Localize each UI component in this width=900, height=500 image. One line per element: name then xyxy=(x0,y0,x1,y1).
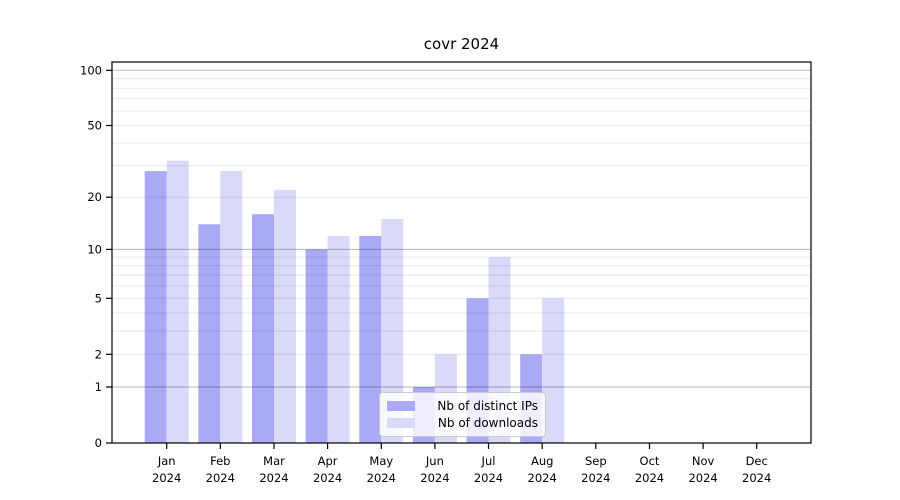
x-tick-label: Jun 2024 xyxy=(420,454,449,485)
y-tick-label: 10 xyxy=(87,242,102,256)
bar-apr-downloads xyxy=(327,235,350,443)
bar-jan-distinct-ips xyxy=(144,171,167,443)
x-tick-label: Feb 2024 xyxy=(206,454,235,485)
x-tick-label: Mar 2024 xyxy=(259,454,288,485)
legend-item-downloads: Nb of downloads xyxy=(387,416,538,430)
x-tick-label: Nov 2024 xyxy=(688,454,717,485)
y-tick-label: 1 xyxy=(95,380,102,394)
x-tick-label: Jul 2024 xyxy=(474,454,503,485)
bar-feb-downloads xyxy=(220,171,243,443)
gridlines xyxy=(112,69,811,388)
x-tick-label: Sep 2024 xyxy=(581,454,610,485)
x-tick-label: Jan 2024 xyxy=(152,454,181,485)
y-tick-label: 0 xyxy=(95,436,102,450)
x-tick-label: Dec 2024 xyxy=(742,454,771,485)
bar-may-distinct-ips xyxy=(359,235,382,443)
x-tick-label: Apr 2024 xyxy=(313,454,342,485)
x-tick-label: Oct 2024 xyxy=(635,454,664,485)
legend-label: Nb of downloads xyxy=(437,416,538,430)
legend-swatch-icon xyxy=(387,401,415,411)
y-tick-label: 2 xyxy=(95,347,102,361)
legend-label: Nb of distinct IPs xyxy=(437,399,538,413)
x-tick-label: Aug 2024 xyxy=(528,454,557,485)
bar-apr-distinct-ips xyxy=(305,249,328,443)
axes: 0 1 2 5 10 20 50 100 Jan 2024 Feb 2024 Mar 2024 Apr 202… xyxy=(80,63,771,485)
legend-swatch-icon xyxy=(387,418,415,428)
bar-jan-downloads xyxy=(166,160,189,443)
bar-mar-downloads xyxy=(274,189,296,443)
chart-title: covr 2024 xyxy=(423,35,500,53)
chart-legend: Nb of distinct IPs Nb of downloads xyxy=(379,392,546,437)
x-tick-label: May 2024 xyxy=(367,454,396,485)
y-tick-label: 20 xyxy=(87,190,102,204)
bar-feb-distinct-ips xyxy=(198,224,221,443)
y-tick-label: 50 xyxy=(87,119,102,133)
legend-item-distinct-ips: Nb of distinct IPs xyxy=(387,399,538,413)
bar-aug-downloads xyxy=(542,298,565,443)
plot-frame xyxy=(111,61,812,444)
y-tick-label: 5 xyxy=(95,291,102,305)
y-tick-label: 100 xyxy=(80,63,102,77)
bar-may-downloads xyxy=(381,219,404,443)
bar-mar-distinct-ips xyxy=(252,214,274,443)
